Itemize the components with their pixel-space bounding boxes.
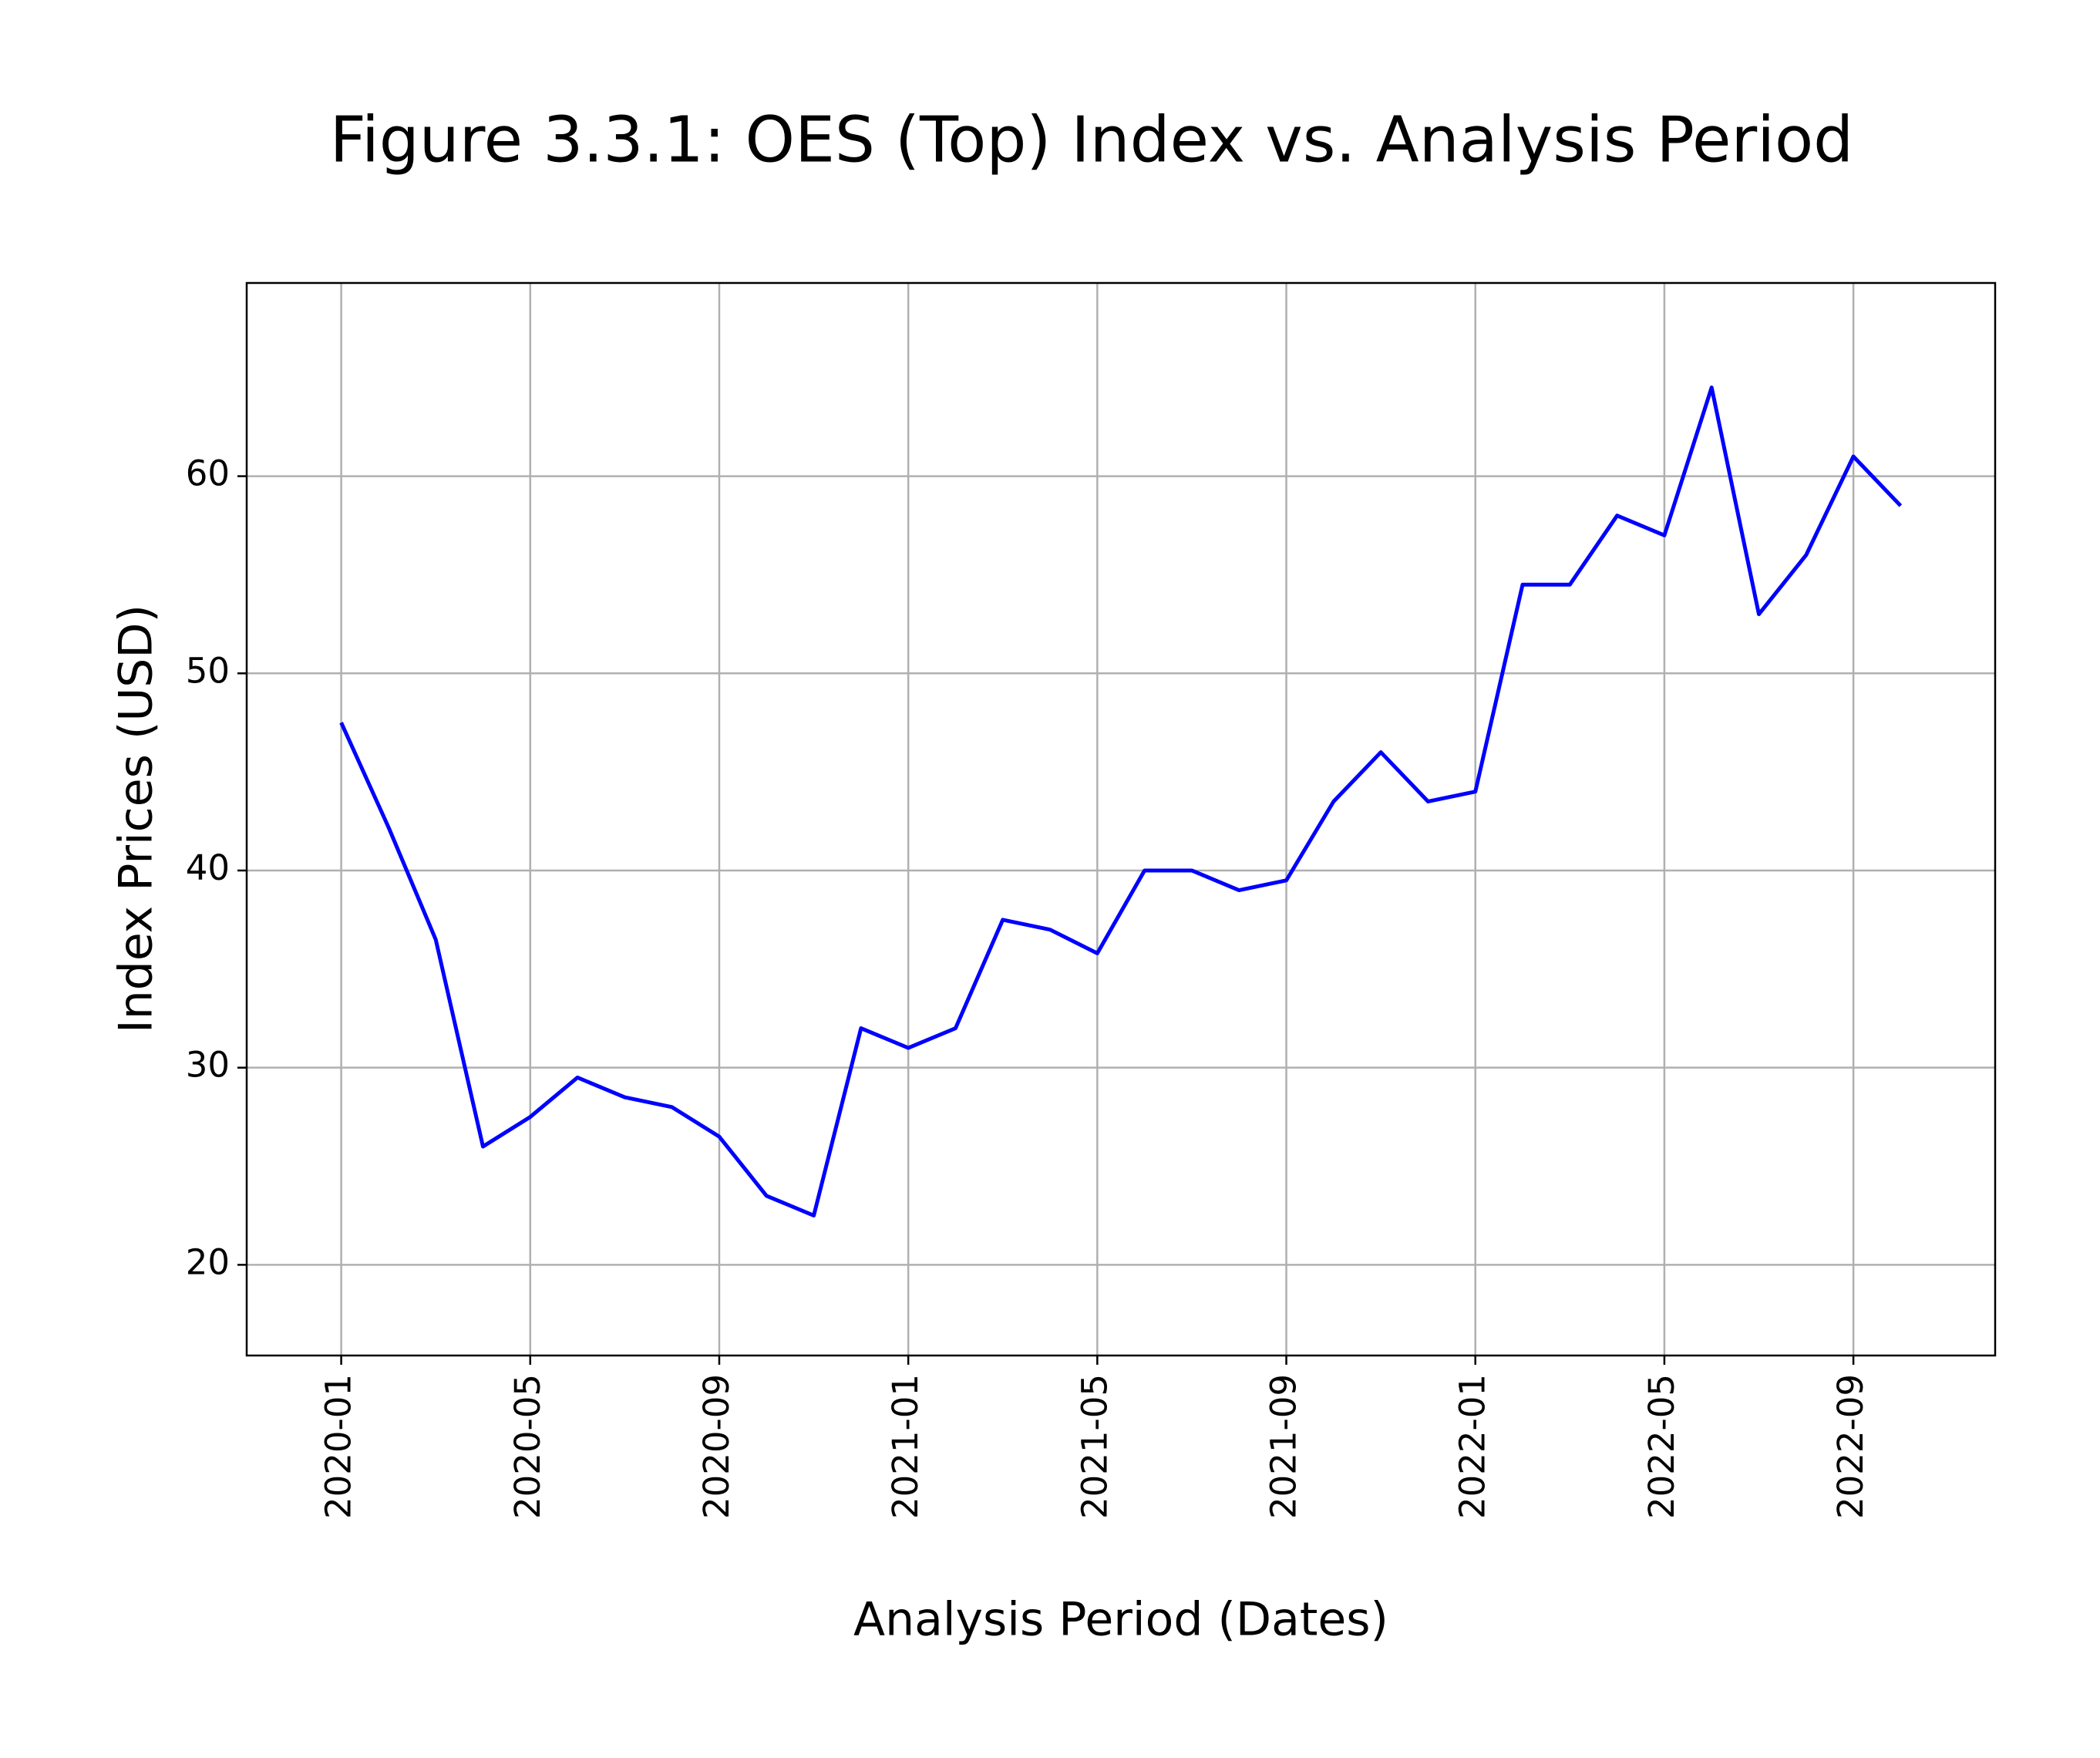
x-tick-label: 2021-05: [1074, 1374, 1115, 1519]
y-tick-label: 30: [186, 1045, 230, 1086]
y-tick-label: 40: [186, 847, 230, 888]
x-tick-label: 2022-05: [1641, 1374, 1682, 1519]
x-tick-label: 2020-05: [507, 1374, 548, 1519]
y-tick-label: 50: [186, 650, 230, 691]
data-line: [339, 386, 1903, 1217]
x-tick-label: 2022-09: [1830, 1374, 1871, 1519]
x-tick-label: 2022-01: [1452, 1374, 1493, 1519]
x-tick-label: 2020-09: [696, 1374, 737, 1519]
chart-title: Figure 3.3.1: OES (Top) Index vs. Analys…: [330, 103, 1853, 177]
plot-frame: [245, 281, 1997, 1357]
y-tick-label: 20: [186, 1241, 230, 1282]
x-tick-label: 2021-01: [885, 1374, 926, 1519]
x-axis-label: Analysis Period (Dates): [853, 1593, 1388, 1647]
x-tick-label: 2021-09: [1264, 1374, 1304, 1519]
y-axis-label: Index Prices (USD): [109, 605, 163, 1033]
y-tick-label: 60: [186, 453, 230, 494]
x-tick-label: 2020-01: [318, 1374, 359, 1519]
